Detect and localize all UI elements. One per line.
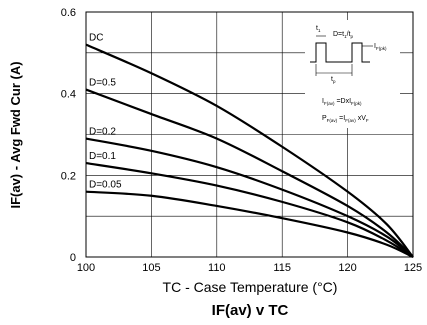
y-tick-label: 0 [70, 252, 76, 264]
x-tick-label: 125 [404, 262, 422, 274]
series-label: D=0.2 [89, 127, 116, 138]
series-line [85, 161, 414, 258]
duty-formula: D=t1/tp [333, 31, 354, 39]
series-label: D=0.5 [89, 78, 116, 89]
ifpk-label: IF(pk) [374, 43, 387, 51]
x-tick-label: 105 [142, 262, 160, 274]
series-line [85, 137, 414, 258]
y-tick-labels: 0 0.2 0.4 0.6 [61, 7, 76, 264]
x-tick-label: 115 [273, 262, 291, 274]
x-tick-labels: 100 105 110 115 120 125 [77, 262, 422, 274]
x-tick-label: 100 [77, 262, 95, 274]
series-line [85, 190, 414, 258]
series-lines [85, 43, 414, 258]
series-label: D=0.1 [89, 151, 116, 162]
x-tick-label: 110 [208, 262, 226, 274]
series-label: DC [89, 33, 103, 44]
chart-title: IF(av) v TC [212, 302, 289, 319]
tp-label: tp [331, 76, 336, 84]
y-tick-label: 0.2 [61, 170, 76, 182]
series-label: D=0.05 [89, 180, 122, 191]
inset-background [305, 20, 400, 128]
pfav-equation: PF(av) =IF(av) xVF [322, 115, 369, 123]
t1-label: t1 [316, 25, 321, 33]
plot-frame [85, 11, 414, 258]
series-line [85, 88, 414, 258]
y-tick-label: 0.4 [61, 89, 76, 101]
x-axis-label: TC - Case Temperature (°C) [163, 279, 338, 295]
x-tick-label: 120 [338, 262, 356, 274]
y-axis-label: IF(av) - Avg Fwd Cur (A) [8, 61, 23, 208]
waveform-inset: t1 D=t1/tp IF(pk) tp IF(av) =DxIF(pk) PF(… [305, 20, 400, 128]
y-tick-label: 0.6 [61, 7, 76, 19]
ifav-equation: IF(av) =DxIF(pk) [322, 98, 362, 106]
pulse-waveform [310, 42, 370, 63]
series-line [85, 43, 414, 258]
series-labels: DC D=0.5 D=0.2 D=0.1 D=0.05 [89, 33, 122, 191]
